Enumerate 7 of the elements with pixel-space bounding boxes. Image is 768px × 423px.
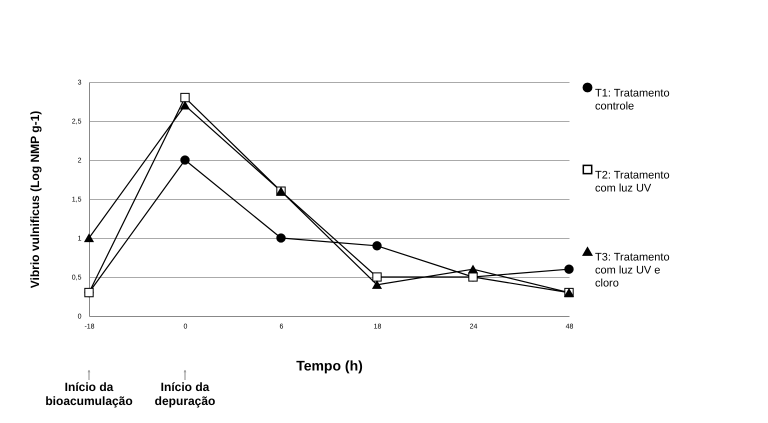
legend-label: T3: Tratamento com luz UV e cloro [595, 252, 670, 290]
annotation: Início da bioacumulação [45, 380, 133, 408]
legend-label: T2: Tratamento com luz UV [595, 170, 670, 194]
x-axis-title: Tempo (h) [296, 358, 363, 374]
y-axis-title: Vibrio vulnificus (Log NMP g-1) [28, 110, 42, 288]
annotation: Início da depuração [154, 380, 216, 408]
legend-label: T1: Tratamento controle [595, 88, 670, 112]
